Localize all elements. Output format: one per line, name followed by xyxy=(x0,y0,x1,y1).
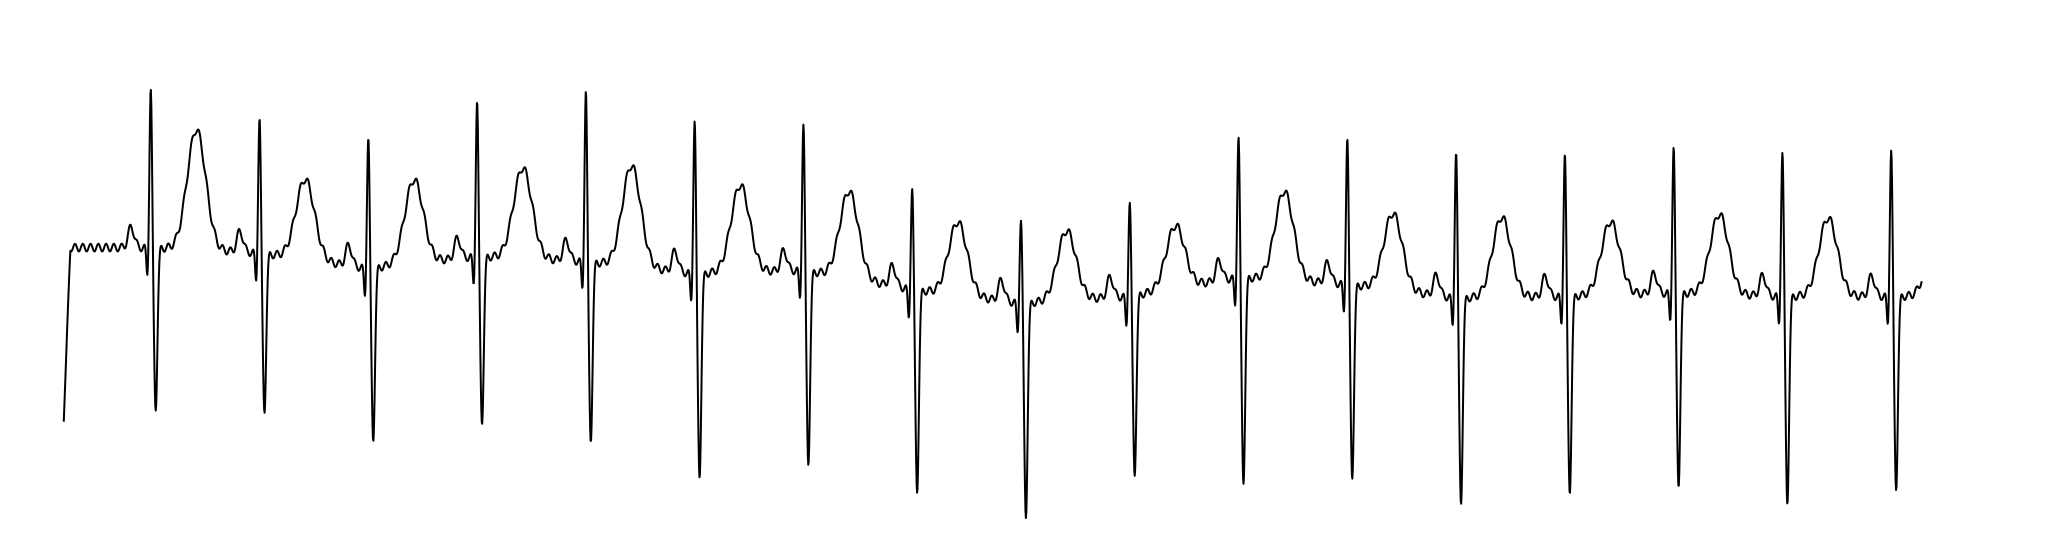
ecg-trace-line xyxy=(62,89,1923,520)
ecg-series xyxy=(62,89,1923,520)
